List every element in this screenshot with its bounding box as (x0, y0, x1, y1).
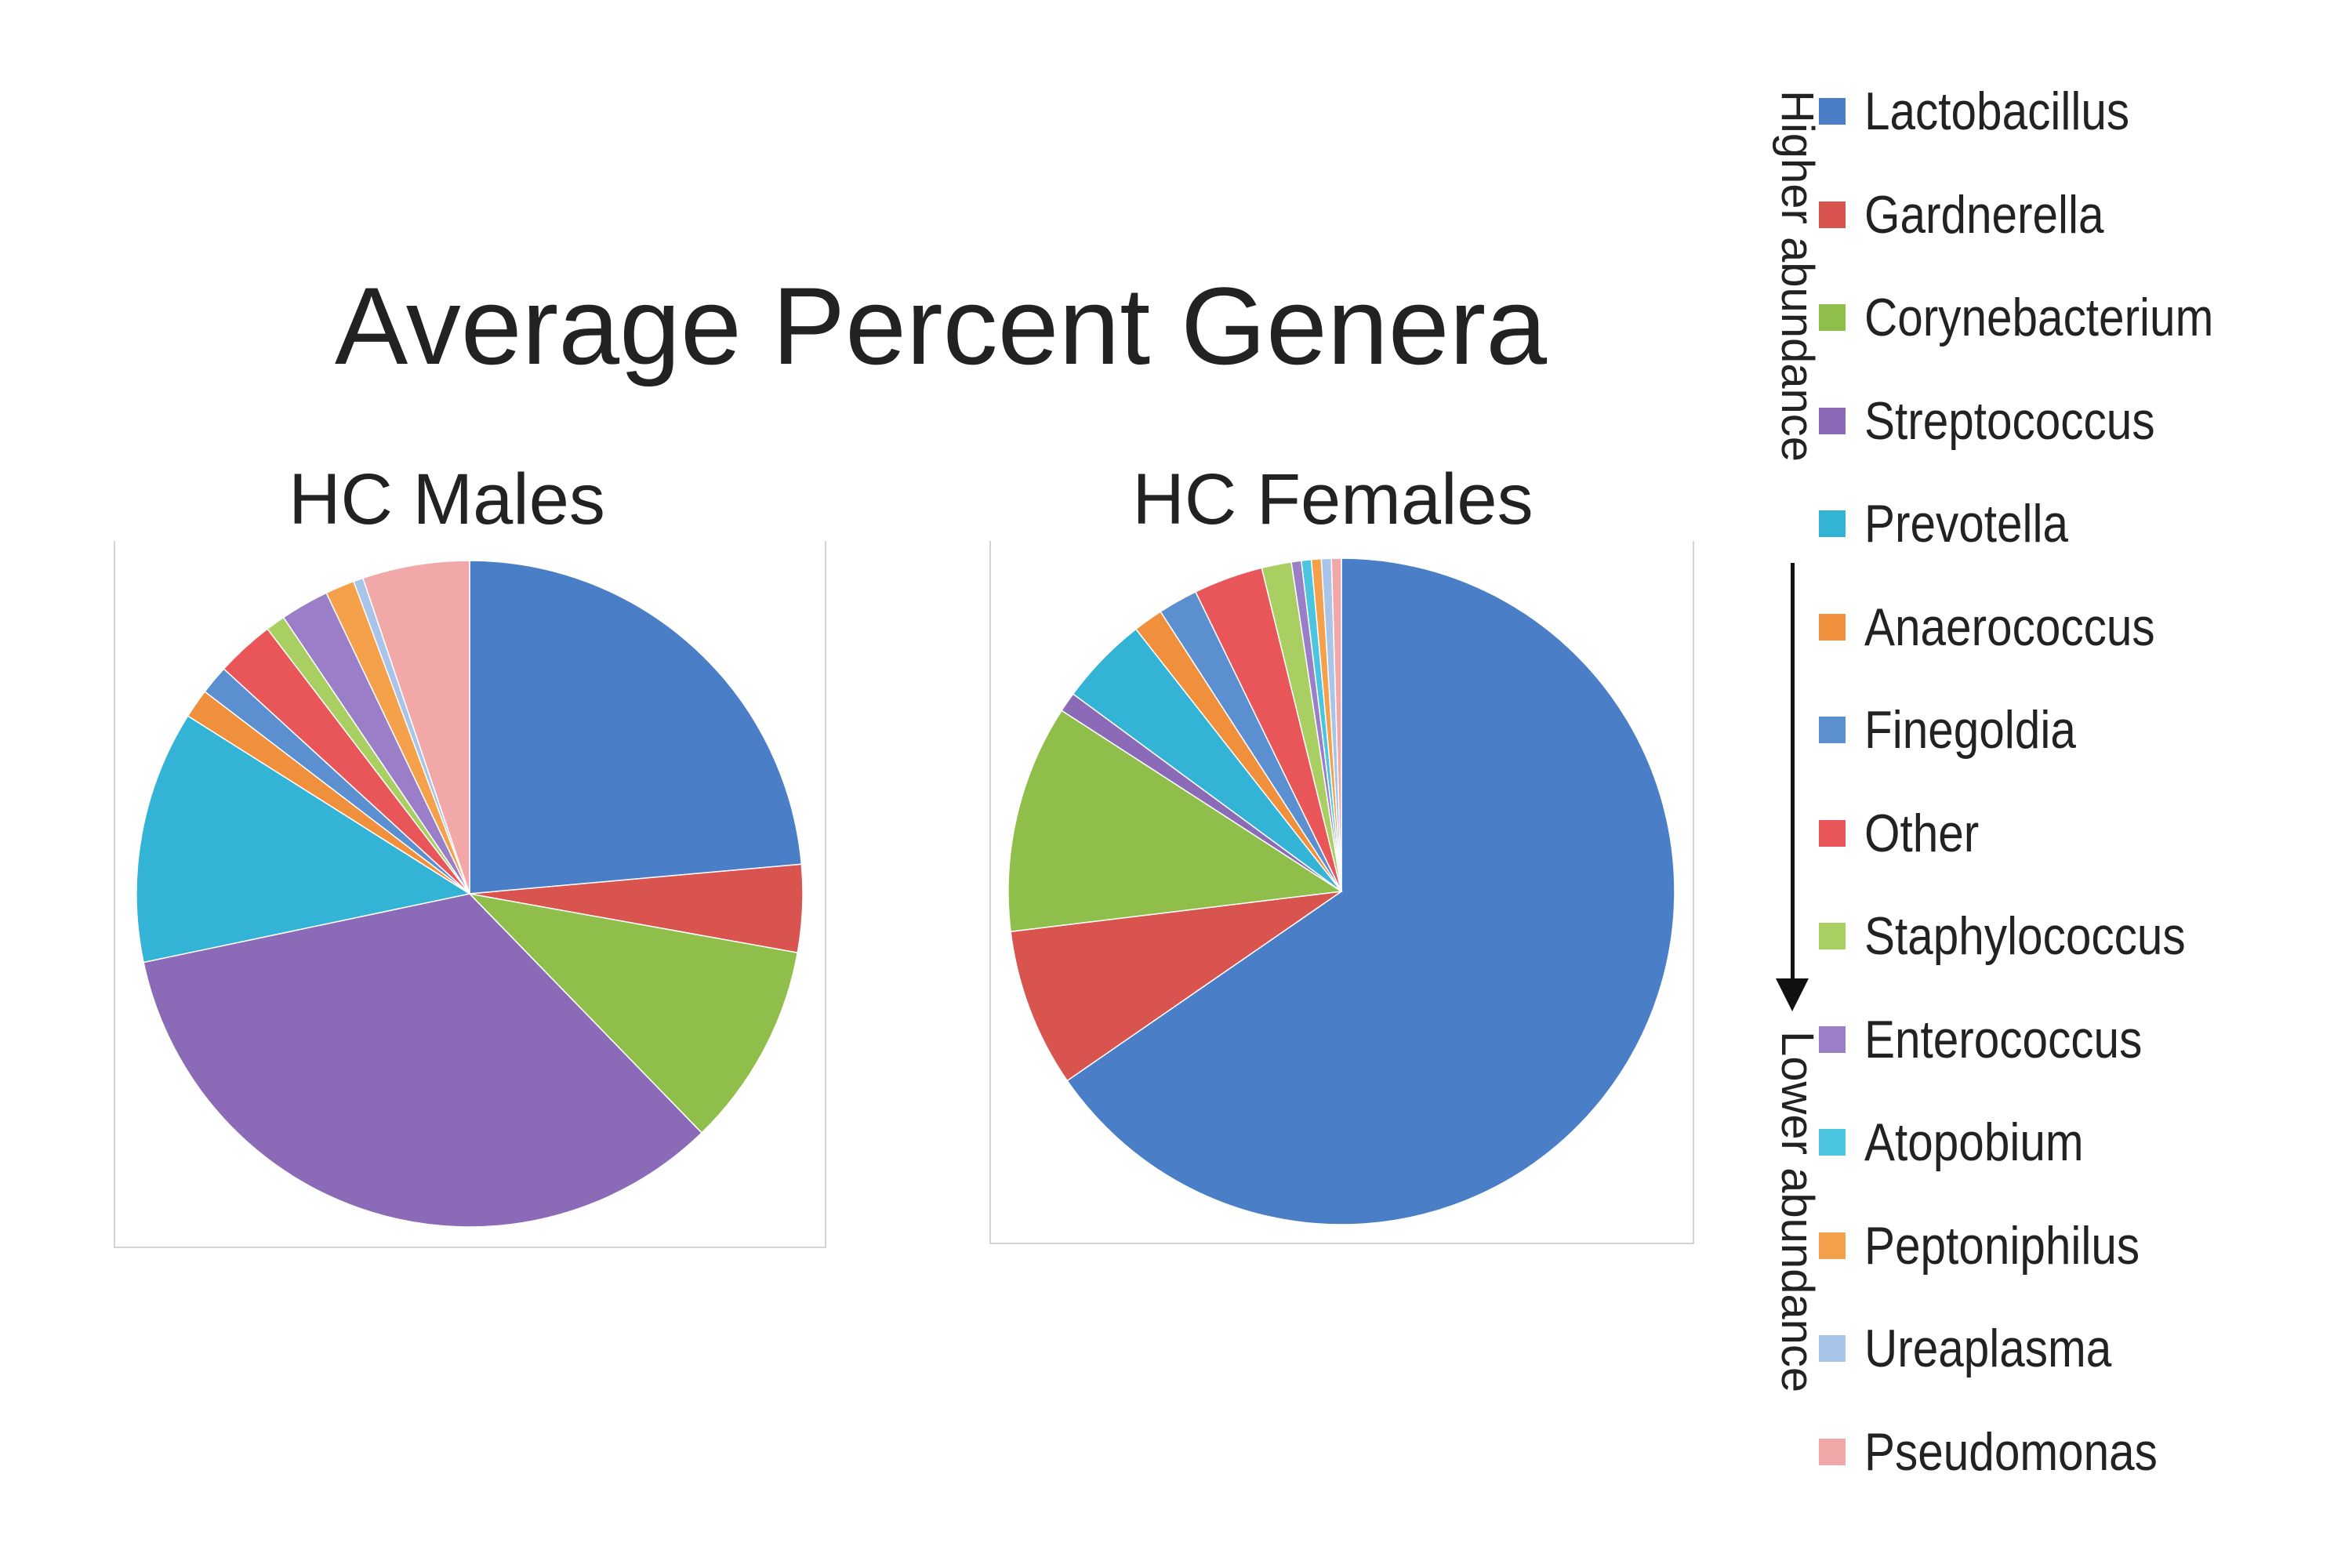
pie-chart-hc-males (136, 560, 804, 1228)
legend-item-ureaplasma: Ureaplasma (1819, 1309, 2152, 1388)
abundance-arrow-line (1791, 563, 1795, 986)
legend-label: Atopobium (1864, 1112, 2084, 1172)
legend-item-lactobacillus: Lactobacillus (1819, 72, 2172, 151)
hc-males-slice-lactobacillus (469, 560, 803, 895)
hc-males-slice-streptococcus (143, 893, 703, 1228)
legend-item-anaerococcus: Anaerococcus (1819, 588, 2202, 666)
hc-males-slice-pseudomonas (361, 560, 470, 895)
legend-swatch (1819, 717, 1846, 743)
legend-swatch (1819, 1438, 1846, 1465)
legend-swatch (1819, 407, 1846, 434)
pie-title-hc-females: HC Females (1132, 459, 1534, 539)
legend-swatch (1819, 613, 1846, 641)
legend-item-peptoniphilus: Peptoniphilus (1819, 1207, 2184, 1285)
legend-swatch (1819, 1025, 1846, 1053)
legend-label: Pseudomonas (1864, 1421, 2158, 1482)
legend-item-gardnerella: Gardnerella (1819, 176, 2143, 254)
higher-abundance-label: Higher abundance (1772, 90, 1823, 463)
legend-swatch (1819, 304, 1846, 331)
legend-label: Streptococcus (1864, 390, 2155, 451)
legend-item-pseudomonas: Pseudomonas (1819, 1413, 2205, 1491)
legend-swatch (1819, 1335, 1846, 1362)
legend-item-corynebacterium: Corynebacterium (1819, 278, 2270, 357)
legend-label: Peptoniphilus (1864, 1215, 2140, 1276)
legend-label: Corynebacterium (1864, 288, 2214, 347)
abundance-arrow-head (1776, 978, 1809, 1011)
hc-females-slice-pseudomonas (1330, 557, 1342, 892)
hc-females-slice-gardnerella (1010, 891, 1342, 1082)
legend-swatch (1819, 98, 1846, 125)
legend-swatch (1819, 1232, 1846, 1259)
legend-label: Gardnerella (1864, 184, 2104, 245)
legend-swatch (1819, 510, 1846, 537)
hc-females-slice-lactobacillus (1066, 557, 1675, 1225)
legend-swatch (1819, 923, 1846, 949)
pie-frame-hc-males (114, 541, 826, 1248)
legend-label: Other (1864, 803, 1980, 863)
legend-label: Enterococcus (1864, 1009, 2143, 1069)
legend-label: Ureaplasma (1864, 1319, 2112, 1378)
hc-males-slice-corynebacterium (467, 892, 799, 1134)
legend-item-streptococcus: Streptococcus (1819, 382, 2202, 460)
legend-item-prevotella: Prevotella (1819, 485, 2101, 563)
lower-abundance-label: Lower abundance (1772, 1031, 1823, 1393)
legend-swatch (1819, 1129, 1846, 1156)
pie-chart-hc-females (1007, 557, 1675, 1225)
legend-item-finegoldia: Finegoldia (1819, 691, 2111, 769)
legend-label: Anaerococcus (1864, 597, 2155, 657)
legend-label: Prevotella (1864, 494, 2069, 554)
chart-title: Average Percent Genera (334, 264, 1548, 387)
legend-swatch (1819, 201, 1846, 228)
hc-females-slice-corynebacterium (1007, 710, 1344, 933)
legend-label: Lactobacillus (1864, 82, 2130, 141)
legend-item-other: Other (1819, 794, 1998, 873)
legend-item-enterococcus: Enterococcus (1819, 1000, 2187, 1079)
legend-swatch (1819, 819, 1846, 847)
pie-frame-hc-females (989, 541, 1694, 1244)
legend-label: Finegoldia (1864, 700, 2076, 760)
legend-label: Staphylococcus (1864, 906, 2186, 966)
hc-males-slice-prevotella (136, 715, 471, 964)
pie-title-hc-males: HC Males (289, 459, 605, 539)
legend-item-staphylococcus: Staphylococcus (1819, 897, 2238, 975)
legend-item-atopobium: Atopobium (1819, 1103, 2119, 1181)
